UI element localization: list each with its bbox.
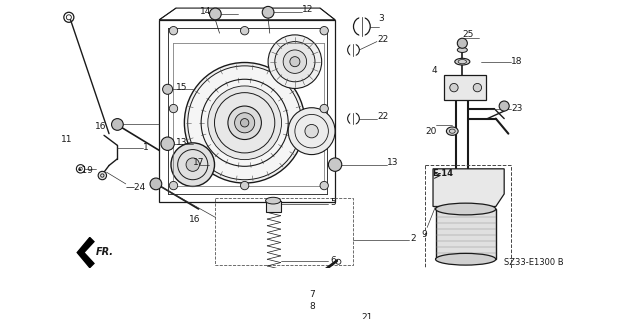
- Circle shape: [186, 158, 200, 171]
- Circle shape: [184, 63, 305, 183]
- Circle shape: [188, 66, 301, 180]
- Ellipse shape: [266, 197, 281, 204]
- Circle shape: [150, 178, 162, 190]
- Circle shape: [305, 124, 318, 138]
- Text: 23: 23: [511, 104, 522, 113]
- Text: E-14: E-14: [432, 168, 453, 177]
- Text: 25: 25: [462, 30, 474, 39]
- Text: 12: 12: [301, 5, 313, 14]
- Text: 14: 14: [200, 7, 211, 16]
- Circle shape: [170, 26, 178, 35]
- Circle shape: [283, 50, 307, 73]
- Text: 22: 22: [377, 35, 388, 44]
- Text: 9: 9: [421, 230, 427, 239]
- Text: 7: 7: [309, 290, 315, 299]
- Text: 15: 15: [176, 83, 188, 92]
- Circle shape: [170, 104, 178, 113]
- Circle shape: [98, 171, 106, 180]
- Text: 4: 4: [431, 66, 437, 75]
- Circle shape: [320, 104, 328, 113]
- Ellipse shape: [436, 203, 496, 215]
- Text: SZ33-E1300 B: SZ33-E1300 B: [504, 258, 564, 267]
- Text: 1: 1: [143, 144, 148, 152]
- Text: FR.: FR.: [95, 247, 114, 257]
- Circle shape: [450, 84, 458, 92]
- Circle shape: [262, 6, 274, 18]
- Ellipse shape: [447, 127, 458, 135]
- Circle shape: [268, 35, 322, 88]
- Text: 5: 5: [330, 198, 336, 207]
- Ellipse shape: [266, 301, 282, 308]
- Circle shape: [111, 119, 124, 130]
- Circle shape: [320, 26, 328, 35]
- Text: 18: 18: [511, 57, 522, 66]
- Circle shape: [171, 143, 214, 186]
- Bar: [215, 198, 353, 265]
- Text: 16: 16: [95, 122, 106, 131]
- Circle shape: [328, 158, 342, 171]
- Text: 6: 6: [330, 256, 336, 265]
- Text: 11: 11: [60, 135, 72, 144]
- Bar: [426, 165, 511, 269]
- Text: 20: 20: [426, 127, 437, 136]
- Circle shape: [208, 86, 282, 160]
- Circle shape: [290, 57, 300, 67]
- Circle shape: [235, 113, 255, 133]
- Text: —24: —24: [126, 183, 146, 192]
- Bar: [268, 293, 281, 301]
- Circle shape: [161, 137, 174, 150]
- Circle shape: [163, 84, 173, 94]
- Circle shape: [241, 182, 249, 190]
- Ellipse shape: [455, 58, 470, 65]
- Text: 13: 13: [176, 137, 188, 146]
- Text: 16: 16: [189, 215, 200, 224]
- Circle shape: [209, 8, 221, 20]
- Ellipse shape: [458, 48, 467, 52]
- Ellipse shape: [436, 253, 496, 265]
- Circle shape: [288, 108, 335, 155]
- Bar: [444, 75, 486, 100]
- Polygon shape: [77, 237, 94, 268]
- Circle shape: [458, 38, 467, 48]
- Circle shape: [241, 119, 249, 127]
- Circle shape: [228, 106, 261, 139]
- Text: 21: 21: [362, 313, 373, 319]
- Circle shape: [269, 306, 276, 313]
- Text: 3: 3: [379, 14, 385, 23]
- Circle shape: [473, 84, 481, 92]
- Text: 17: 17: [193, 159, 204, 167]
- Text: 22: 22: [377, 112, 388, 122]
- Circle shape: [275, 41, 315, 82]
- Polygon shape: [433, 169, 504, 206]
- Text: 8: 8: [309, 302, 315, 311]
- Circle shape: [320, 182, 328, 190]
- Text: 13: 13: [387, 158, 399, 167]
- Circle shape: [170, 182, 178, 190]
- Bar: [266, 201, 281, 212]
- Text: 2: 2: [410, 234, 416, 243]
- Circle shape: [499, 101, 509, 111]
- Text: •19: •19: [77, 166, 94, 175]
- Bar: [436, 209, 496, 259]
- Circle shape: [241, 26, 249, 35]
